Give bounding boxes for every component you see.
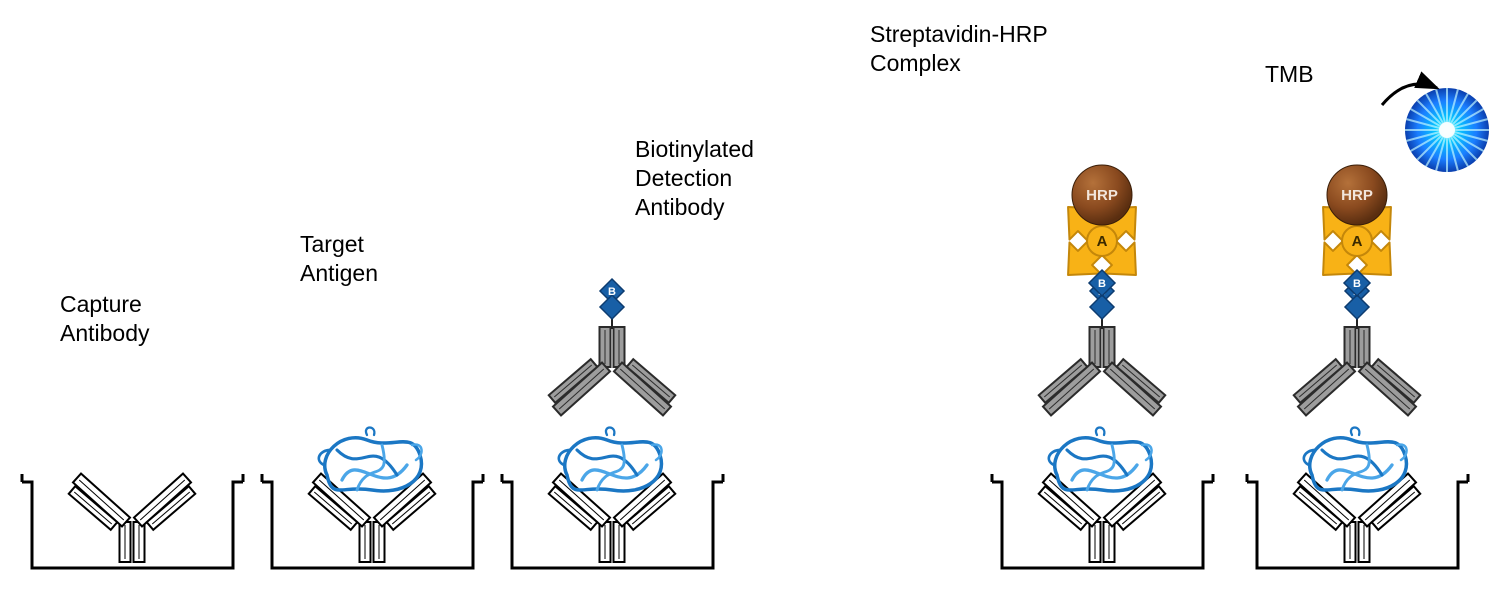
svg-text:A: A [1097,233,1108,250]
svg-text:B: B [1353,278,1361,290]
label-capture: Capture Antibody [60,290,150,348]
panel-p4: BA B HRP [990,30,1215,570]
svg-text:HRP: HRP [1086,187,1118,204]
svg-text:HRP: HRP [1341,187,1373,204]
svg-text:B: B [608,286,616,298]
label-streptavidin: Streptavidin-HRP Complex [870,20,1048,78]
label-biotinylated: Biotinylated Detection Antibody [635,135,754,221]
label-target: Target Antigen [300,230,378,288]
svg-text:B: B [1098,278,1106,290]
panel-p3: B [500,30,725,570]
svg-text:A: A [1352,233,1363,250]
label-tmb: TMB [1265,60,1314,89]
panel-p2 [260,30,485,570]
panel-p5: BA B HRP [1245,30,1470,570]
